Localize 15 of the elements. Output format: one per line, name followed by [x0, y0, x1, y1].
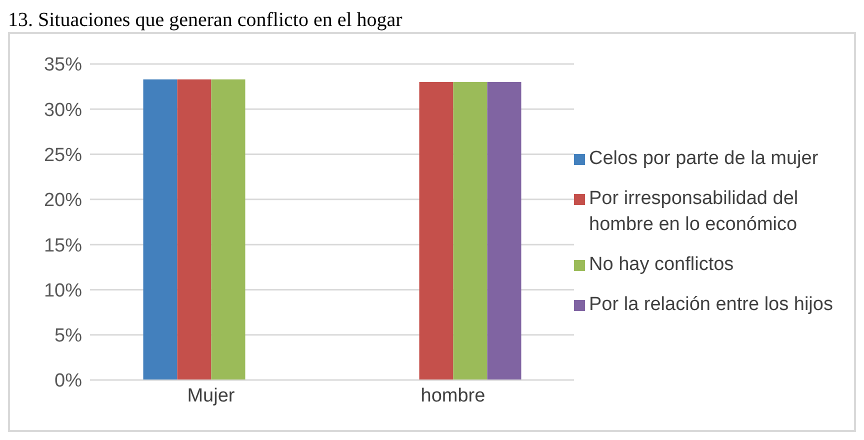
y-tick-label: 0% — [54, 370, 82, 392]
y-tick-label: 10% — [44, 280, 82, 302]
y-tick-label: 5% — [54, 326, 82, 347]
y-tick-label: 20% — [44, 190, 82, 212]
legend-label: Celos por parte de la mujer — [589, 147, 818, 171]
y-tick-label: 15% — [44, 235, 82, 256]
x-tick-label: Mujer — [187, 385, 236, 406]
y-tick-label: 30% — [44, 100, 82, 121]
legend-label: No hay conflictos — [589, 253, 734, 277]
y-tick-label: 25% — [44, 145, 82, 166]
legend-label: Por la relación entre los hijos — [589, 293, 833, 317]
y-tick-label: 35% — [44, 54, 82, 76]
chart-title: 13. Situaciones que generan conflicto en el hogar — [8, 8, 404, 32]
legend-label: Por irresponsabilidad del hombre en lo económico — [589, 187, 800, 237]
x-tick-label: hombre — [420, 385, 486, 406]
